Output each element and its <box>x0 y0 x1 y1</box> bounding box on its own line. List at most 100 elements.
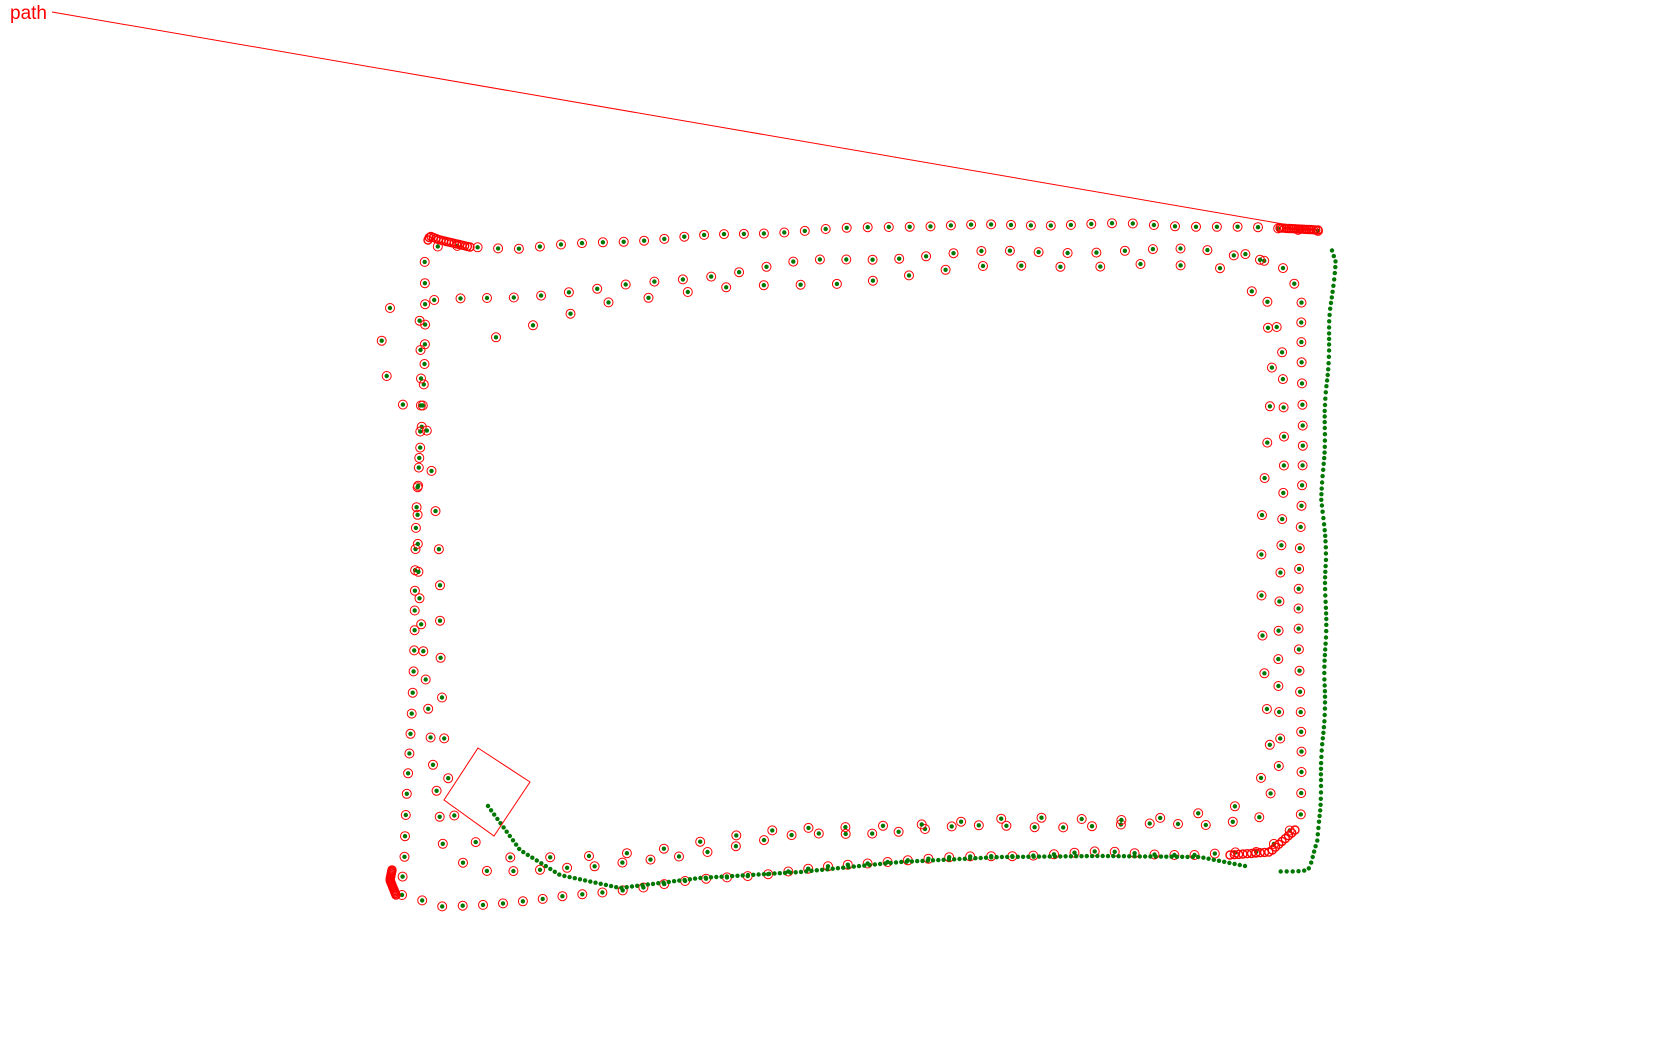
ringed-point <box>1254 812 1265 823</box>
point-ring <box>617 885 628 896</box>
point-ring <box>412 538 423 549</box>
green-point <box>548 866 553 872</box>
point-dot <box>1276 656 1281 662</box>
green-point <box>1211 857 1217 862</box>
point-dot <box>1265 440 1270 445</box>
green-point <box>1323 563 1328 569</box>
green-point <box>703 875 708 880</box>
ringed-point <box>1127 218 1138 229</box>
green-point <box>1322 694 1328 699</box>
point-ring <box>435 580 445 591</box>
ringed-point <box>1293 623 1304 634</box>
ringed-point <box>1297 420 1308 431</box>
ringed-point <box>1296 746 1307 757</box>
point-dot <box>1276 683 1281 689</box>
point-ring <box>946 821 957 832</box>
green-point <box>1321 522 1327 527</box>
green-point <box>1309 860 1314 865</box>
point-ring <box>1055 261 1066 272</box>
point-dot <box>1298 709 1303 715</box>
point-dot <box>1232 804 1238 809</box>
green-point <box>501 825 506 830</box>
point-ring <box>659 233 670 244</box>
green-point <box>1201 855 1206 860</box>
green-point <box>1333 259 1338 264</box>
ringed-point <box>1065 219 1076 230</box>
point-dot <box>906 273 912 278</box>
point-dot <box>1230 819 1236 824</box>
point-ring <box>1296 788 1307 799</box>
ringed-point <box>1257 630 1268 641</box>
point-dot <box>1178 263 1183 268</box>
ringed-point <box>1256 590 1267 601</box>
point-dot <box>418 429 423 434</box>
ringed-point <box>677 274 688 285</box>
green-point <box>1132 854 1137 859</box>
point-ring <box>621 848 632 859</box>
point-ring <box>645 854 656 865</box>
green-point <box>1313 844 1318 849</box>
ringed-point <box>1029 822 1040 833</box>
point-ring <box>1296 767 1307 777</box>
point-ring <box>731 830 742 841</box>
point-dot <box>844 257 849 262</box>
point-ring <box>1193 808 1204 819</box>
green-point <box>1317 813 1322 819</box>
point-ring <box>397 871 408 882</box>
green-point <box>1323 396 1328 401</box>
ringed-point <box>1175 243 1186 254</box>
point-ring <box>1173 819 1183 829</box>
point-dot <box>548 855 553 860</box>
ringed-point <box>491 332 501 343</box>
point-ring <box>883 222 894 232</box>
point-dot <box>999 816 1004 821</box>
ringed-point <box>565 308 576 319</box>
green-point <box>534 858 539 863</box>
point-dot <box>1019 263 1024 268</box>
point-dot <box>1089 824 1095 829</box>
point-ring <box>759 835 769 846</box>
point-dot <box>1262 475 1267 481</box>
green-point <box>557 872 562 877</box>
ringed-point <box>498 898 508 909</box>
ringed-point <box>986 219 997 230</box>
ringed-point <box>1055 261 1066 272</box>
point-dot <box>865 225 870 230</box>
ringed-point <box>1297 480 1308 491</box>
green-point <box>1084 853 1090 859</box>
point-dot <box>641 238 647 243</box>
ringed-point <box>409 585 420 596</box>
ringed-point <box>443 773 454 784</box>
point-ring <box>425 732 436 743</box>
point-dot <box>437 618 443 623</box>
point-ring <box>1029 822 1040 833</box>
point-ring <box>410 522 421 533</box>
point-dot <box>948 223 954 228</box>
point-ring <box>1264 739 1275 750</box>
point-ring <box>761 261 772 272</box>
ringed-point <box>758 280 769 291</box>
ringed-point <box>1266 362 1277 373</box>
green-point <box>973 856 978 861</box>
green-point <box>856 863 862 869</box>
dense-ring <box>1290 825 1300 835</box>
point-dot <box>1299 300 1304 305</box>
point-dot <box>508 855 513 860</box>
ringed-point <box>1255 254 1265 265</box>
ringed-point <box>699 229 710 240</box>
ringed-point <box>1279 431 1289 442</box>
ringed-point <box>1033 247 1044 258</box>
ringed-point <box>589 861 600 872</box>
point-ring <box>1295 809 1306 820</box>
point-ring <box>508 866 519 877</box>
green-point <box>488 808 494 813</box>
ringed-point <box>1095 261 1106 272</box>
point-ring <box>658 843 669 854</box>
point-dot <box>823 226 828 232</box>
point-dot <box>412 608 417 613</box>
point-ring <box>1261 704 1272 714</box>
point-dot <box>834 281 840 287</box>
point-dot <box>421 382 426 387</box>
point-dot <box>1278 736 1283 741</box>
point-ring <box>513 243 524 254</box>
